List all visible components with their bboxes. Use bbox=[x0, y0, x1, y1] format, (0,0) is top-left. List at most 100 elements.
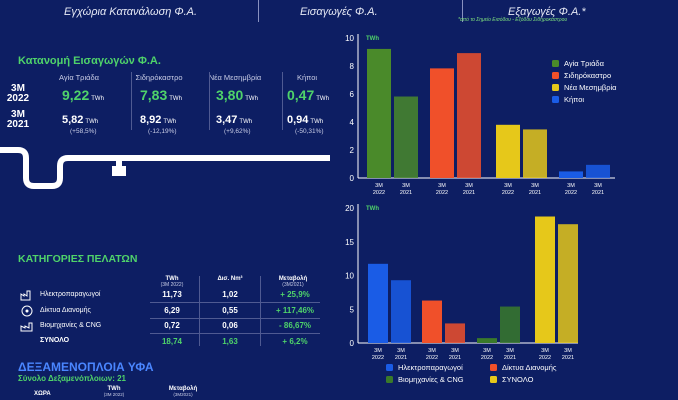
y-tick-label: 20 bbox=[345, 204, 354, 213]
x-tick-label: 2021 bbox=[592, 190, 604, 196]
x-tick-label: 2022 bbox=[481, 355, 493, 361]
bar bbox=[496, 124, 520, 178]
y-tick-label: 15 bbox=[345, 238, 354, 247]
y-tick-label: 8 bbox=[350, 62, 355, 71]
dist-value: 0,47 TWh bbox=[287, 87, 329, 103]
cat-col-head: TWh (3M 2022) bbox=[160, 276, 184, 288]
lng-col-twh: TWh (3M 2022) bbox=[103, 386, 125, 397]
x-tick-label: 2022 bbox=[539, 355, 551, 361]
x-tick-label: 2022 bbox=[502, 190, 514, 196]
cat-nm3: 0,55 bbox=[222, 306, 238, 315]
legend-label: Ηλεκτροπαραγωγοί bbox=[398, 363, 463, 372]
bar bbox=[477, 338, 497, 343]
y-tick-label: 10 bbox=[345, 272, 354, 281]
bar bbox=[523, 129, 547, 178]
cat-divider bbox=[199, 276, 200, 346]
y-tick-label: 2 bbox=[350, 146, 355, 155]
x-tick-label: 2021 bbox=[463, 190, 475, 196]
x-tick-label: 3M bbox=[428, 348, 436, 354]
x-tick-label: 2022 bbox=[426, 355, 438, 361]
cat-row-label: Βιομηχανίες & CNG bbox=[40, 322, 102, 329]
x-tick-label: 3M bbox=[374, 348, 382, 354]
bar bbox=[558, 224, 578, 343]
bar bbox=[445, 323, 465, 343]
x-tick-label: 3M bbox=[564, 348, 572, 354]
y-tick-label: 0 bbox=[350, 174, 355, 183]
cat-change: - 86,67% bbox=[278, 321, 312, 330]
dist-divider bbox=[131, 72, 132, 130]
categories-title: ΚΑΤΗΓΟΡΙΕΣ ΠΕΛΑΤΩΝ bbox=[18, 253, 138, 265]
legend-swatch bbox=[552, 96, 559, 103]
dist-value: 5,82 TWh (+58,5%) bbox=[62, 114, 99, 135]
y-tick-label: 5 bbox=[350, 305, 355, 314]
x-tick-label: 2021 bbox=[400, 190, 412, 196]
x-tick-label: 2022 bbox=[565, 190, 577, 196]
bar bbox=[422, 300, 442, 343]
x-tick-label: 3M bbox=[506, 348, 514, 354]
lng-col-country: ΧΩΡΑ bbox=[34, 391, 51, 397]
x-tick-label: 3M bbox=[541, 348, 549, 354]
x-tick-label: 3M bbox=[594, 183, 602, 189]
header-item-consumption: Εγχώρια Κατανάλωση Φ.Α. bbox=[64, 6, 198, 18]
dist-value: 9,22 TWh bbox=[62, 87, 104, 103]
legend-label: Βιομηχανίες & CNG bbox=[398, 375, 464, 384]
x-tick-label: 2022 bbox=[436, 190, 448, 196]
bar bbox=[500, 306, 520, 343]
legend-swatch bbox=[552, 60, 559, 67]
cat-twh: 6,29 bbox=[164, 306, 180, 315]
x-tick-label: 3M bbox=[451, 348, 459, 354]
bar bbox=[559, 171, 583, 178]
legend-swatch bbox=[552, 72, 559, 79]
bar bbox=[430, 68, 454, 178]
cat-row-label: Ηλεκτροπαραγωγοί bbox=[40, 291, 101, 298]
factory-icon bbox=[20, 322, 33, 332]
x-tick-label: 3M bbox=[483, 348, 491, 354]
y-tick-label: 4 bbox=[350, 118, 355, 127]
bar bbox=[535, 216, 555, 343]
legend-label: Δίκτυα Διανομής bbox=[502, 363, 557, 372]
legend-swatch bbox=[386, 376, 393, 383]
x-tick-label: 3M bbox=[397, 348, 405, 354]
power-plant-icon bbox=[20, 290, 31, 301]
dist-col-head: Αγία Τριάδα bbox=[59, 73, 99, 82]
dist-divider bbox=[209, 72, 210, 130]
legend-swatch bbox=[490, 376, 497, 383]
dist-row-label: 3M 2021 bbox=[4, 110, 32, 130]
network-icon bbox=[21, 305, 33, 317]
y-tick-label: 10 bbox=[345, 34, 354, 43]
dist-divider bbox=[282, 72, 283, 130]
lng-subtitle: Σύνολο Δεξαμενόπλοιων: 21 bbox=[18, 374, 126, 383]
cat-change: + 25,9% bbox=[280, 290, 310, 299]
x-tick-label: 2021 bbox=[449, 355, 461, 361]
year-label: 2022 bbox=[6, 93, 30, 104]
cat-twh: 11,73 bbox=[162, 290, 182, 299]
bar bbox=[394, 96, 418, 178]
legend-label: ΣΥΝΟΛΟ bbox=[502, 375, 534, 384]
legend-label: Αγία Τριάδα bbox=[564, 59, 605, 68]
header-note: *από το Σημείο Εισόδου - Εξόδου Σιδηροκά… bbox=[458, 17, 568, 23]
cat-total-nm3: 1,63 bbox=[222, 337, 238, 346]
cat-col-head: Μεταβολή (3M2021) bbox=[278, 276, 308, 288]
dist-value: 8,92 TWh (-12,19%) bbox=[140, 114, 177, 135]
x-tick-label: 3M bbox=[465, 183, 473, 189]
dist-row-label: 3M 2022 bbox=[4, 84, 32, 104]
x-tick-label: 3M bbox=[567, 183, 575, 189]
period-label: 3M bbox=[11, 109, 25, 120]
period-label: 3M bbox=[11, 83, 25, 94]
cat-row-label: Δίκτυα Διανομής bbox=[40, 307, 91, 314]
cat-nm3: 0,06 bbox=[222, 321, 238, 330]
x-tick-label: 3M bbox=[438, 183, 446, 189]
cat-divider bbox=[260, 276, 261, 346]
cat-twh: 0,72 bbox=[164, 321, 180, 330]
distribution-title: Κατανομή Εισαγωγών Φ.Α. bbox=[18, 55, 161, 67]
pipeline-illustration bbox=[0, 147, 330, 189]
x-tick-label: 2021 bbox=[562, 355, 574, 361]
legend-swatch bbox=[490, 364, 497, 371]
x-tick-label: 3M bbox=[531, 183, 539, 189]
dist-col-head: Κήποι bbox=[296, 73, 318, 82]
x-tick-label: 2022 bbox=[372, 355, 384, 361]
x-tick-label: 3M bbox=[504, 183, 512, 189]
x-tick-label: 2022 bbox=[373, 190, 385, 196]
y-axis-unit: TWh bbox=[366, 36, 379, 42]
